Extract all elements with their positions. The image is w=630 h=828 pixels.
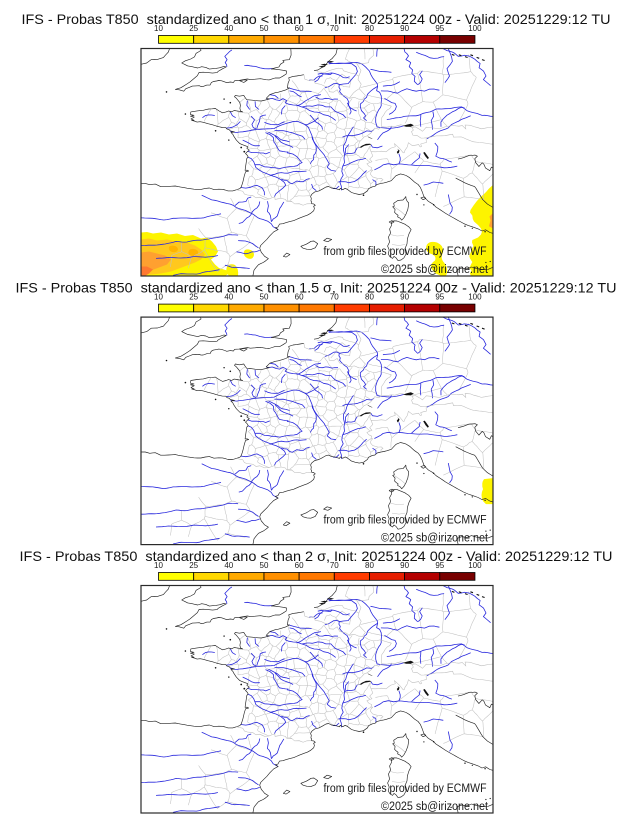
svg-text:95: 95 [435, 293, 444, 302]
svg-text:50: 50 [260, 561, 269, 570]
svg-text:10: 10 [154, 561, 163, 570]
svg-text:100: 100 [468, 24, 482, 33]
svg-text:40: 40 [224, 24, 233, 33]
svg-text:90: 90 [400, 561, 409, 570]
svg-text:90: 90 [400, 24, 409, 33]
svg-text:80: 80 [365, 293, 374, 302]
svg-text:95: 95 [435, 24, 444, 33]
svg-text:60: 60 [295, 293, 304, 302]
svg-text:80: 80 [365, 561, 374, 570]
svg-text:95: 95 [435, 561, 444, 570]
svg-text:100: 100 [468, 293, 482, 302]
svg-text:60: 60 [295, 24, 304, 33]
svg-text:60: 60 [295, 561, 304, 570]
svg-text:IFS - Probas T850 standardize: IFS - Probas T850 standardized ano < tha… [20, 548, 613, 564]
svg-text:25: 25 [189, 24, 198, 33]
svg-text:80: 80 [365, 24, 374, 33]
svg-text:90: 90 [400, 293, 409, 302]
svg-text:IFS - Probas T850 standardize: IFS - Probas T850 standardized ano < tha… [16, 280, 617, 296]
svg-text:100: 100 [468, 561, 482, 570]
svg-text:50: 50 [260, 24, 269, 33]
svg-text:IFS - Probas T850 standardize: IFS - Probas T850 standardized ano < tha… [22, 11, 611, 27]
svg-text:10: 10 [154, 24, 163, 33]
svg-text:70: 70 [330, 561, 339, 570]
svg-text:70: 70 [330, 24, 339, 33]
svg-text:10: 10 [154, 293, 163, 302]
svg-text:40: 40 [224, 293, 233, 302]
svg-text:40: 40 [224, 561, 233, 570]
svg-text:25: 25 [189, 293, 198, 302]
svg-text:50: 50 [260, 293, 269, 302]
svg-text:70: 70 [330, 293, 339, 302]
svg-text:25: 25 [189, 561, 198, 570]
